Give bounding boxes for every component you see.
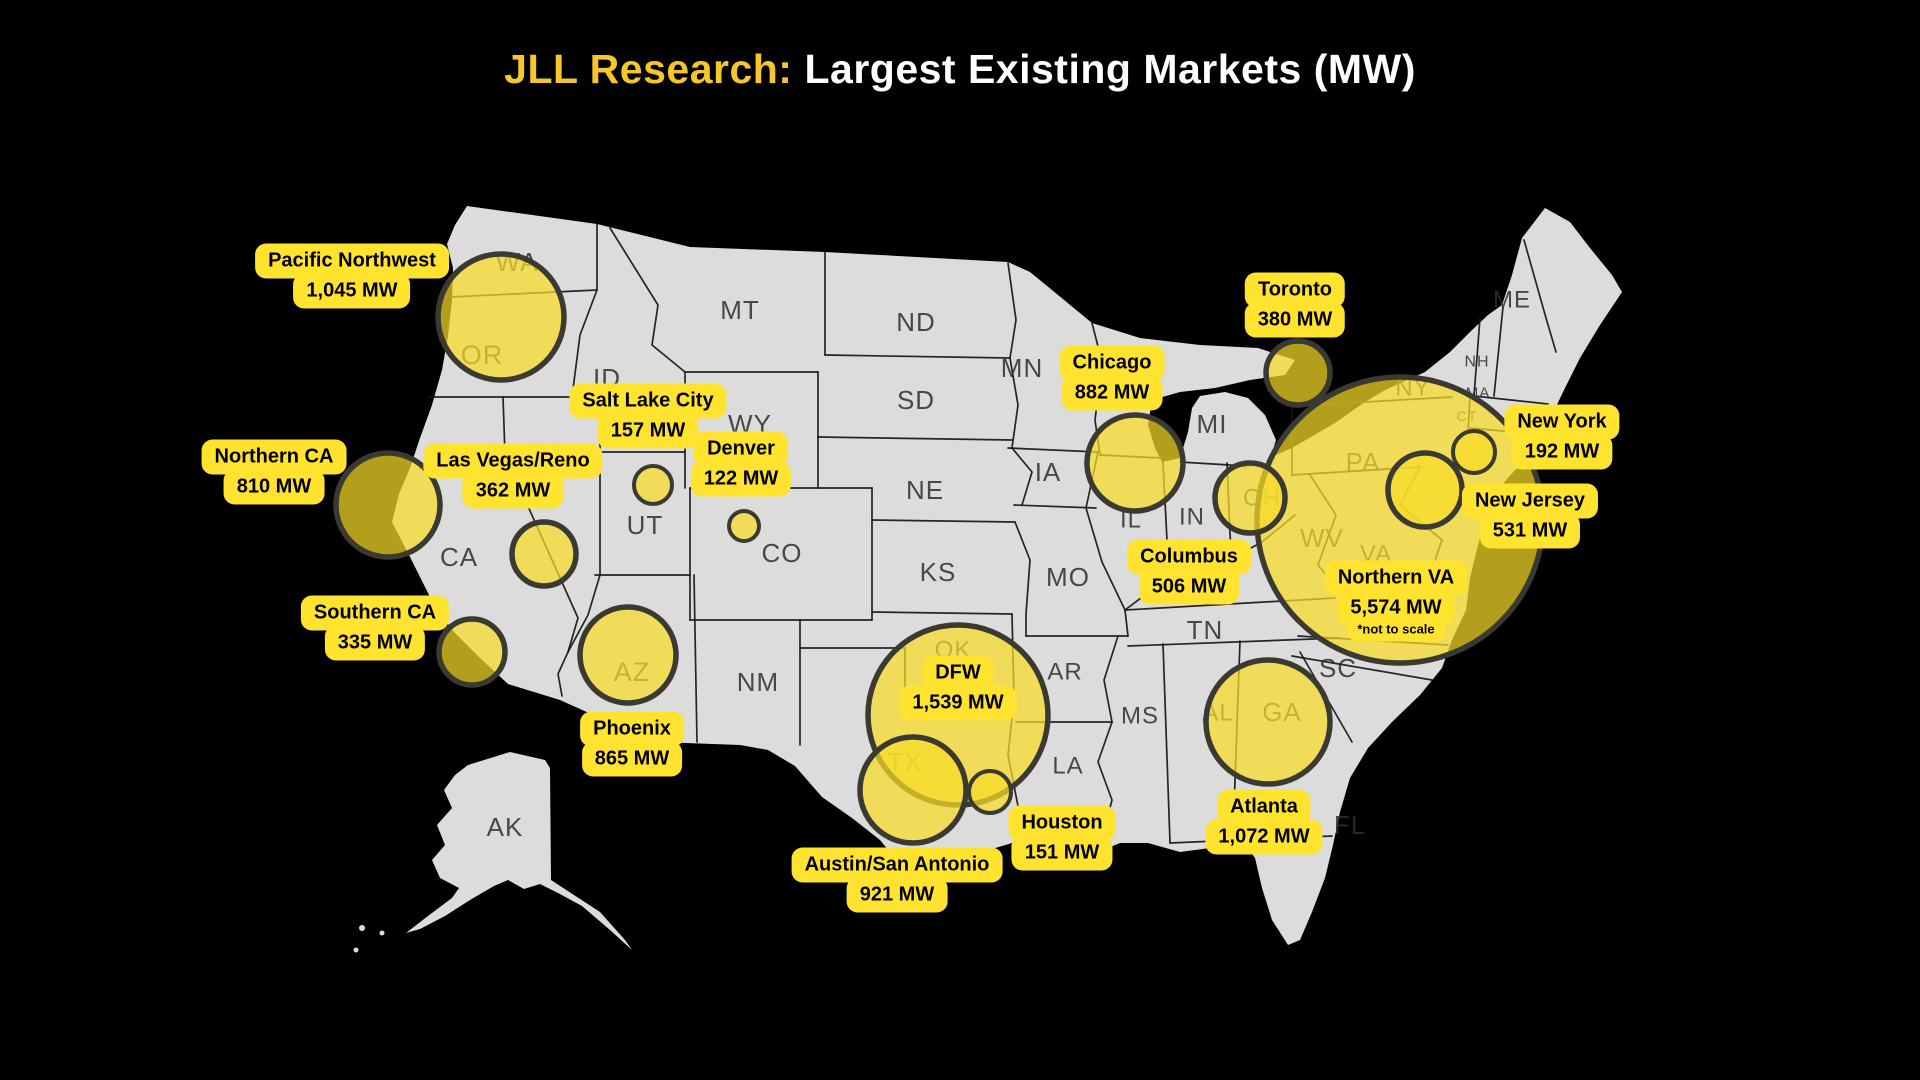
market-mw-value: 1,045 MW xyxy=(293,273,411,309)
market-mw-value: 380 MW xyxy=(1244,302,1346,338)
state-label-nm: NM xyxy=(737,667,779,697)
title-text: Largest Existing Markets (MW) xyxy=(804,46,1416,92)
market-name: Northern CA xyxy=(201,439,347,475)
market-tag-northern-va: Northern VA 5,574 MW *not to scale xyxy=(1324,560,1468,642)
state-label-mt: MT xyxy=(720,295,760,325)
state-label-ak: AK xyxy=(487,812,524,842)
market-tag-chicago: Chicago 882 MW xyxy=(1059,345,1165,411)
state-label-me: ME xyxy=(1493,287,1531,314)
state-label-ne: NE xyxy=(906,475,944,505)
market-mw-value: 1,072 MW xyxy=(1205,819,1323,855)
market-name: Atlanta xyxy=(1217,789,1311,825)
market-name: Toronto xyxy=(1244,272,1346,308)
state-label-tn: TN xyxy=(1187,615,1224,645)
market-name: Columbus xyxy=(1127,539,1251,575)
market-name: Phoenix xyxy=(580,711,684,747)
page-title: JLL Research: Largest Existing Markets (M… xyxy=(0,46,1920,93)
state-label-nd: ND xyxy=(896,307,936,337)
bubble-southern-ca xyxy=(436,616,508,688)
market-mw-value: 192 MW xyxy=(1511,434,1613,470)
bubble-northern-ca xyxy=(333,450,443,560)
aleutian-island xyxy=(379,930,385,936)
state-label-ar: AR xyxy=(1047,659,1082,686)
market-name: DFW xyxy=(922,655,994,691)
bubble-columbus xyxy=(1212,460,1288,536)
market-name: Denver xyxy=(694,431,788,467)
market-name: New York xyxy=(1504,404,1620,440)
market-tag-toronto: Toronto 380 MW xyxy=(1244,272,1346,338)
market-tag-dfw: DFW 1,539 MW xyxy=(899,655,1017,721)
state-label-mi: MI xyxy=(1197,409,1228,439)
state-label-ms: MS xyxy=(1121,703,1159,730)
alaska-shape xyxy=(406,752,632,950)
state-label-la: LA xyxy=(1052,753,1083,780)
bubble-atlanta xyxy=(1203,657,1333,787)
market-tag-houston: Houston 151 MW xyxy=(1008,805,1116,871)
market-name: New Jersey xyxy=(1461,483,1599,519)
state-label-sc: SC xyxy=(1319,653,1357,683)
bubble-toronto xyxy=(1263,338,1333,408)
market-tag-denver: Denver 122 MW xyxy=(690,431,792,497)
market-mw-value: 921 MW xyxy=(846,877,948,913)
bubble-chicago xyxy=(1084,412,1186,514)
state-label-ia: IA xyxy=(1035,457,1062,487)
state-label-fl: FL xyxy=(1334,810,1366,840)
state-label-nh: NH xyxy=(1464,354,1489,371)
state-label-ut: UT xyxy=(627,510,664,540)
market-mw-value: 362 MW xyxy=(462,473,564,509)
state-label-ks: KS xyxy=(920,557,957,587)
market-tag-northern-ca: Northern CA 810 MW xyxy=(201,439,347,505)
market-tag-austin-san-antonio: Austin/San Antonio 921 MW xyxy=(791,847,1003,913)
market-tag-las-vegas-reno: Las Vegas/Reno 362 MW xyxy=(423,443,603,509)
title-brand: JLL Research: xyxy=(504,46,793,92)
market-mw-value: 865 MW xyxy=(581,741,683,777)
market-mw-value: 122 MW xyxy=(690,461,792,497)
state-label-in: IN xyxy=(1179,504,1205,531)
market-mw-value: 5,574 MW xyxy=(1337,590,1455,626)
market-tag-atlanta: Atlanta 1,072 MW xyxy=(1205,789,1323,855)
bubble-las-vegas-reno xyxy=(509,519,579,589)
market-tag-salt-lake-city: Salt Lake City 157 MW xyxy=(569,383,727,449)
bubble-phoenix xyxy=(577,604,679,706)
bubble-houston xyxy=(967,769,1013,815)
bubble-pacific-northwest xyxy=(435,251,567,383)
market-mw-value: 882 MW xyxy=(1061,375,1163,411)
market-tag-new-york: New York 192 MW xyxy=(1504,404,1620,470)
market-mw-value: 531 MW xyxy=(1479,513,1581,549)
market-name: Houston xyxy=(1008,805,1116,841)
market-mw-value: 810 MW xyxy=(223,469,325,505)
state-label-co: CO xyxy=(762,538,803,568)
market-name: Pacific Northwest xyxy=(255,243,449,279)
market-name: Southern CA xyxy=(300,595,450,631)
bubble-salt-lake-city xyxy=(632,464,674,506)
market-mw-value: 335 MW xyxy=(324,625,426,661)
market-tag-phoenix: Phoenix 865 MW xyxy=(580,711,684,777)
state-label-mn: MN xyxy=(1001,353,1043,383)
market-mw-value: 506 MW xyxy=(1138,569,1240,605)
aleutian-island xyxy=(353,947,359,953)
market-mw-value: 151 MW xyxy=(1011,835,1113,871)
bubble-new-jersey xyxy=(1385,450,1465,530)
market-tag-new-jersey: New Jersey 531 MW xyxy=(1461,483,1599,549)
bubble-austin-san-antonio xyxy=(857,734,969,846)
market-tag-pacific-northwest: Pacific Northwest 1,045 MW xyxy=(255,243,449,309)
market-tag-columbus: Columbus 506 MW xyxy=(1127,539,1251,605)
market-name: Las Vegas/Reno xyxy=(423,443,603,479)
market-tag-southern-ca: Southern CA 335 MW xyxy=(300,595,450,661)
market-mw-value: 1,539 MW xyxy=(899,685,1017,721)
state-label-ca: CA xyxy=(440,542,478,572)
market-name: Salt Lake City xyxy=(569,383,727,419)
state-label-mo: MO xyxy=(1046,562,1090,592)
aleutian-island xyxy=(359,925,365,931)
bubble-new-york xyxy=(1451,429,1497,475)
market-name: Chicago xyxy=(1059,345,1165,381)
state-label-sd: SD xyxy=(897,385,935,415)
bubble-denver xyxy=(727,509,761,543)
market-mw-value: 157 MW xyxy=(597,413,699,449)
market-name: Austin/San Antonio xyxy=(791,847,1003,883)
market-note: *not to scale xyxy=(1347,621,1445,642)
market-name: Northern VA xyxy=(1324,560,1468,596)
